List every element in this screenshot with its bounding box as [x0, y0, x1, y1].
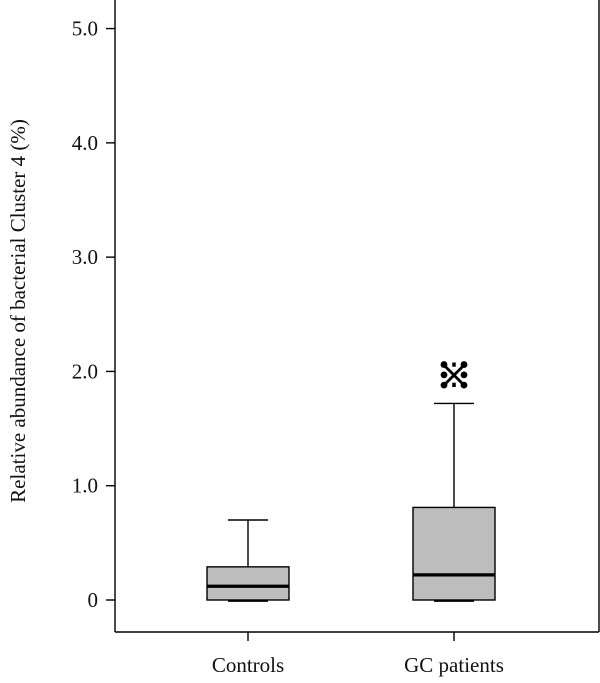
plot-frame [114, 0, 600, 633]
y-tick-label: 4.0 [72, 131, 98, 155]
significance-marker: ※ [440, 356, 469, 396]
outlier-point [460, 371, 468, 379]
y-tick-label: 2.0 [72, 359, 98, 383]
outlier-point [440, 381, 448, 389]
y-tick-label: 1.0 [72, 474, 98, 498]
y-tick-label: 0 [88, 588, 99, 612]
x-tick-label: Controls [212, 653, 284, 677]
iqr-box [412, 506, 496, 601]
iqr-box [206, 566, 290, 601]
outlier-point [460, 381, 468, 389]
y-tick-label: 5.0 [72, 17, 98, 41]
box-group [206, 519, 290, 602]
y-axis-title: Relative abundance of bacterial Cluster … [6, 119, 30, 503]
y-tick-label: 3.0 [72, 245, 98, 269]
outlier-point [460, 361, 468, 368]
x-tick-label: GC patients [404, 653, 504, 677]
outlier-point [440, 361, 448, 368]
x-axis-ticks: Controls GC patients [212, 632, 504, 677]
outlier-point [440, 371, 448, 379]
box-group [412, 361, 496, 602]
y-axis-ticks: 0 1.0 2.0 3.0 4.0 5.0 [72, 17, 115, 612]
boxes-layer: ※ [206, 356, 496, 602]
